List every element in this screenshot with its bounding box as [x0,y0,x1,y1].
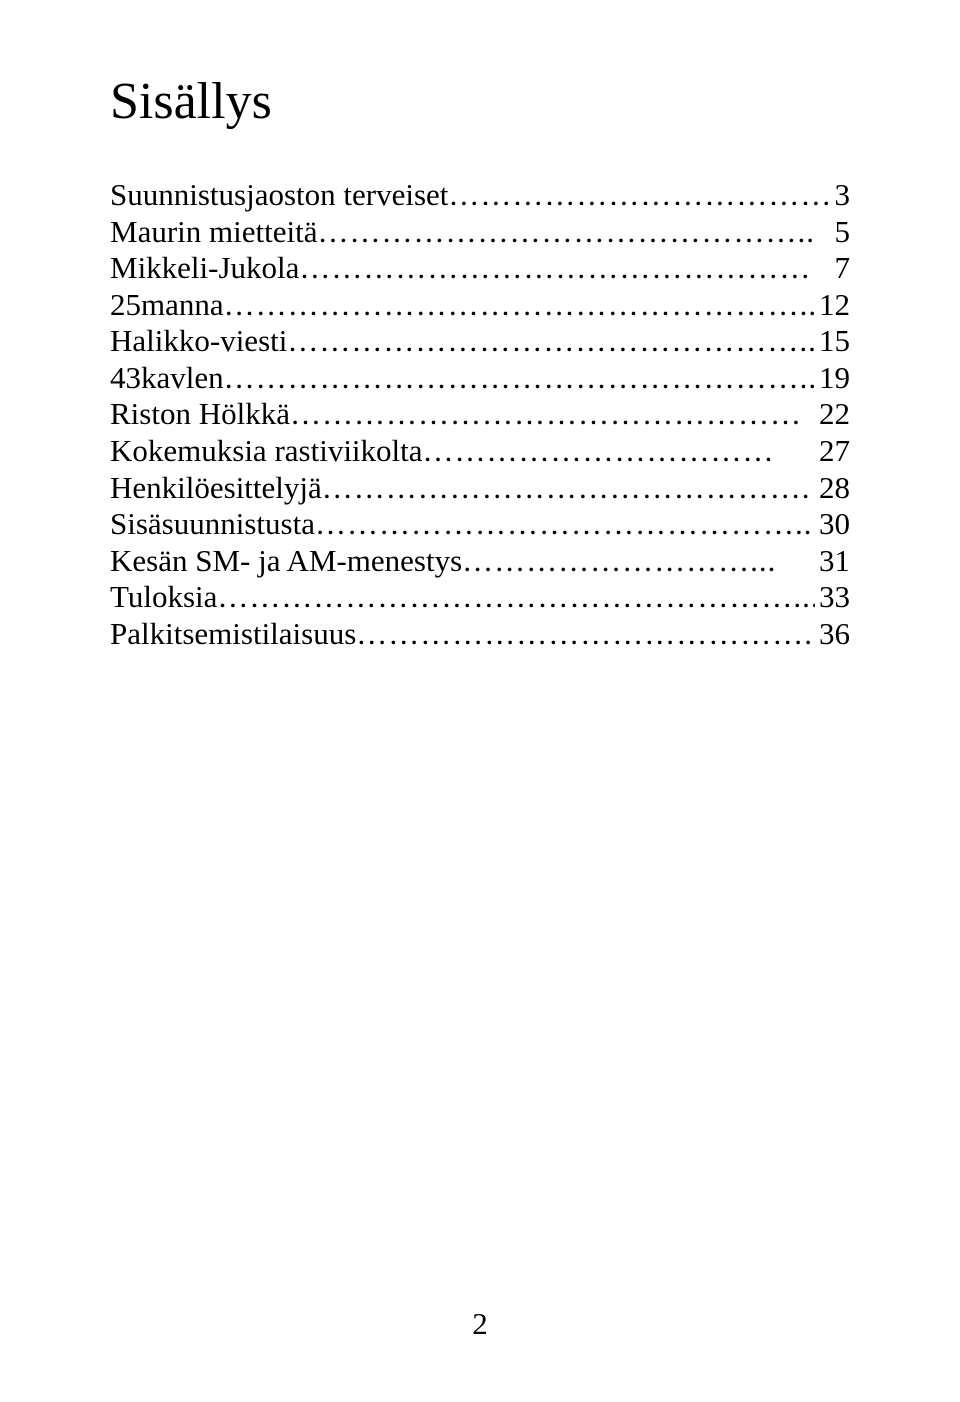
toc-leader: …………………………… [423,433,815,470]
toc-row: Halikko-viesti ………………………………………….. 15 [110,323,850,360]
toc-label: Henkilöesittelyjä [110,470,322,507]
toc-row: Sisäsuunnistusta ……………………………………….. 30 [110,506,850,543]
toc-page: 19 [815,360,850,397]
toc-leader: ………………………………………… [290,396,815,433]
toc-leader: ………………………………………………... [217,579,815,616]
toc-row: 25manna ……………………………………………….. 12 [110,287,850,324]
toc-leader: ………………………………………. [322,470,815,507]
toc-leader: ……………………………………….. [315,506,815,543]
document-page: Sisällys Suunnistusjaoston terveiset ………… [0,0,960,1402]
toc-leader: ……………………………………. [356,616,815,653]
toc-page: 15 [815,323,850,360]
toc-leader: ……………………………… [448,177,830,214]
toc-page: 7 [831,250,851,287]
toc-label: 25manna [110,287,224,324]
toc-row: Mikkeli-Jukola ………………………………………… 7 [110,250,850,287]
toc-page: 12 [815,287,850,324]
toc-label: Palkitsemistilaisuus [110,616,356,653]
toc-leader: ………………………………………… [299,250,830,287]
toc-label: Mikkeli-Jukola [110,250,299,287]
toc-label: Riston Hölkkä [110,396,290,433]
toc-row: Riston Hölkkä ………………………………………… 22 [110,396,850,433]
toc-row: Palkitsemistilaisuus ……………………………………. 36 [110,616,850,653]
toc-page: 22 [815,396,850,433]
toc-row: Suunnistusjaoston terveiset ………………………………… [110,177,850,214]
toc-row: Maurin mietteitä ……………………………………….. 5 [110,214,850,251]
page-title: Sisällys [110,72,850,131]
toc-page: 36 [815,616,850,653]
toc-row: Kesän SM- ja AM-menestys ………………………... 31 [110,543,850,580]
table-of-contents: Suunnistusjaoston terveiset ………………………………… [110,177,850,653]
toc-row: Henkilöesittelyjä ………………………………………. 28 [110,470,850,507]
toc-label: Tuloksia [110,579,217,616]
toc-label: 43kavlen [110,360,224,397]
toc-page: 27 [815,433,850,470]
toc-row: Tuloksia ………………………………………………... 33 [110,579,850,616]
toc-label: Suunnistusjaoston terveiset [110,177,448,214]
toc-label: Sisäsuunnistusta [110,506,315,543]
toc-page: 3 [831,177,851,214]
toc-page: 30 [815,506,850,543]
toc-label: Halikko-viesti [110,323,287,360]
toc-label: Maurin mietteitä [110,214,317,251]
toc-leader: ………………………... [462,543,815,580]
toc-leader: ……………………………………………….. [224,360,815,397]
toc-leader: ……………………………………….. [317,214,830,251]
toc-leader: ……………………………………………….. [224,287,815,324]
page-number: 2 [0,1306,960,1342]
toc-page: 31 [815,543,850,580]
toc-label: Kesän SM- ja AM-menestys [110,543,462,580]
toc-page: 33 [815,579,850,616]
toc-row: 43kavlen ……………………………………………….. 19 [110,360,850,397]
toc-page: 5 [831,214,851,251]
toc-page: 28 [815,470,850,507]
toc-leader: ………………………………………….. [287,323,815,360]
toc-label: Kokemuksia rastiviikolta [110,433,423,470]
toc-row: Kokemuksia rastiviikolta …………………………… 27 [110,433,850,470]
